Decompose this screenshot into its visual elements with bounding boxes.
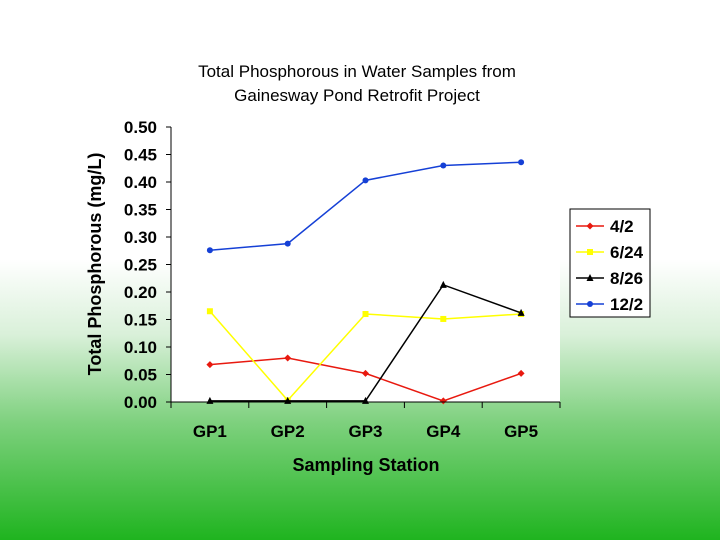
y-tick-label: 0.40 [124, 173, 157, 192]
data-point [206, 247, 213, 254]
data-point [284, 354, 292, 362]
data-point [206, 361, 214, 369]
data-point [439, 397, 447, 405]
data-point [517, 369, 525, 377]
legend-box [569, 208, 651, 318]
series-12-2 [206, 159, 525, 254]
x-tick-label: GP3 [348, 422, 382, 441]
legend-item: 6/24 [576, 243, 644, 262]
y-tick-label: 0.25 [124, 256, 157, 275]
series-layer [206, 159, 525, 405]
y-axis-title: Total Phosphorous (mg/L) [85, 153, 105, 376]
y-tick-label: 0.50 [124, 118, 157, 137]
legend-label: 4/2 [610, 217, 634, 236]
legend-item: 12/2 [576, 295, 643, 314]
data-point [440, 162, 447, 169]
y-tick-label: 0.20 [124, 283, 157, 302]
legend-swatch-marker [587, 249, 593, 255]
plot-area [171, 127, 560, 402]
legend-swatch-marker [586, 274, 594, 281]
legend: 4/2 6/24 8/26 12/2 [569, 208, 651, 318]
legend-swatch-marker [587, 301, 593, 307]
legend-label: 6/24 [610, 243, 644, 262]
chart-title-line-2: Gainesway Pond Retrofit Project [234, 86, 480, 105]
x-tick-label: GP1 [193, 422, 227, 441]
y-tick-label: 0.00 [124, 393, 157, 412]
data-point [362, 177, 369, 184]
data-point [206, 308, 213, 315]
y-tick-label: 0.10 [124, 338, 157, 357]
series-4-2 [206, 354, 525, 405]
legend-label: 12/2 [610, 295, 643, 314]
legend-item: 8/26 [576, 269, 643, 288]
y-tick-label: 0.30 [124, 228, 157, 247]
data-point [518, 159, 525, 166]
x-tick-label: GP5 [504, 422, 538, 441]
y-axis-ticks: 0.00 0.05 0.10 0.15 0.20 0.25 0.30 0.35 0.40 0.45… [124, 118, 171, 412]
data-point [284, 240, 291, 247]
y-tick-label: 0.35 [124, 201, 157, 220]
y-tick-label: 0.15 [124, 311, 157, 330]
y-tick-label: 0.45 [124, 146, 157, 165]
x-tick-label: GP4 [426, 422, 461, 441]
legend-swatch-marker [586, 222, 594, 230]
y-tick-label: 0.05 [124, 366, 157, 385]
legend-label: 8/26 [610, 269, 643, 288]
x-axis-title: Sampling Station [292, 455, 439, 475]
x-tick-label: GP2 [271, 422, 305, 441]
x-axis-ticks: GP1 GP2 GP3 GP4 GP5 [170, 402, 561, 441]
data-point [440, 315, 447, 322]
data-point [362, 369, 369, 377]
data-point [517, 308, 525, 316]
legend-item: 4/2 [576, 217, 634, 236]
data-point [362, 311, 369, 317]
data-point [439, 280, 447, 288]
chart-title-line-1: Total Phosphorous in Water Samples from [198, 62, 516, 81]
